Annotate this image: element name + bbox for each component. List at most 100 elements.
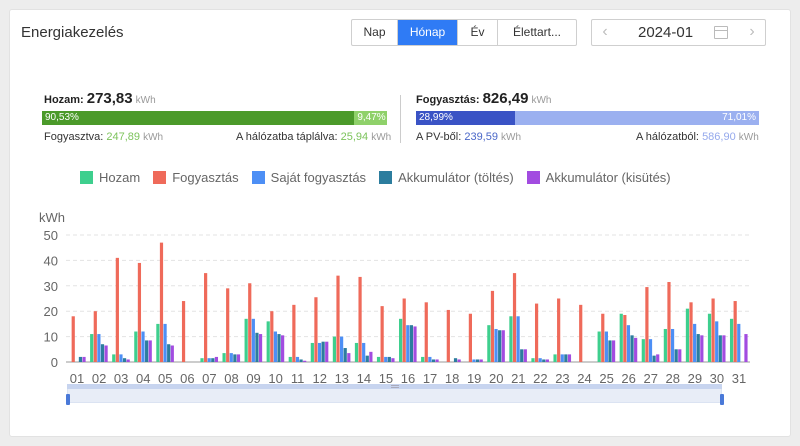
consumption-pv: A PV-ből: 239,59 kWh (416, 131, 521, 143)
tab-year[interactable]: Év (458, 20, 498, 45)
bar-saj-t-fogyaszt-s-27 (648, 339, 653, 362)
bar-saj-t-fogyaszt-s-14 (362, 342, 366, 362)
bar-saj-t-fogyaszt-s-03 (119, 354, 123, 362)
bar-saj-t-fogyaszt-s-13 (340, 336, 344, 362)
bar-hozam-16 (399, 318, 403, 362)
bar-fogyaszt-s-07 (204, 273, 208, 362)
grid-label: A hálózatból: (636, 131, 699, 143)
y-tick-label: 30 (44, 279, 58, 294)
feed-unit: kWh (371, 132, 392, 143)
x-tick-label: 08 (224, 371, 238, 386)
pv-label: A PV-ből: (416, 131, 462, 143)
bar-hozam-04 (134, 331, 138, 362)
bar-hozam-17 (421, 356, 425, 362)
x-tick-label: 24 (577, 371, 591, 386)
bar-fogyaszt-s-06 (181, 301, 186, 362)
bar-hozam-22 (531, 358, 535, 362)
zoom-handle-right[interactable] (720, 394, 724, 405)
legend-item-hozam[interactable]: Hozam (80, 170, 140, 185)
bar-saj-t-fogyaszt-s-23 (560, 354, 564, 362)
calendar-icon[interactable] (714, 26, 728, 39)
yield-bar: 90,53% 9,47% (42, 111, 387, 125)
legend-swatch (80, 171, 93, 184)
bar-akkumul-tor-kis-t-s--25 (611, 340, 616, 362)
consumption-value: 826,49 (482, 90, 529, 107)
bar-fogyaszt-s-29 (689, 302, 693, 362)
bar-saj-t-fogyaszt-s-28 (670, 328, 675, 362)
bar-hozam-07 (200, 358, 204, 362)
bar-saj-t-fogyaszt-s-30 (715, 321, 719, 362)
bar-hozam-08 (222, 353, 226, 362)
legend-item-kisutes[interactable]: Akkumulátor (kisütés) (526, 170, 671, 185)
x-tick-label: 05 (158, 371, 172, 386)
bar-akkumul-tor-kis-t-s--08 (236, 354, 241, 362)
zoom-slider-selection[interactable] (67, 384, 722, 389)
x-tick-label: 13 (335, 371, 349, 386)
bar-saj-t-fogyaszt-s-10 (273, 331, 278, 362)
bar-akkumul-tor-kis-t-s--22 (545, 359, 549, 362)
bar-akkumul-tor-t-lt-s--22 (542, 359, 546, 362)
bar-saj-t-fogyaszt-s-20 (494, 328, 498, 362)
bar-akkumul-tor-kis-t-s--12 (325, 341, 329, 362)
consumption-grid: A hálózatból: 586,90 kWh (636, 131, 759, 143)
consumed-label: Fogyasztva: (44, 131, 104, 143)
x-tick-label: 21 (511, 371, 525, 386)
bar-fogyaszt-s-01 (71, 316, 75, 362)
bar-saj-t-fogyaszt-s-22 (538, 358, 542, 362)
bar-saj-t-fogyaszt-s-26 (626, 325, 631, 362)
grid-unit: kWh (738, 132, 759, 143)
bar-akkumul-tor-t-lt-s--14 (365, 355, 369, 362)
consumption-bar: 28,99% 71,01% (416, 111, 759, 125)
bar-akkumul-tor-t-lt-s--19 (475, 359, 480, 362)
bar-akkumul-tor-kis-t-s--31 (744, 334, 748, 362)
bar-akkumul-tor-t-lt-s--05 (167, 344, 171, 362)
bar-akkumul-tor-t-lt-s--28 (674, 349, 678, 362)
bar-akkumul-tor-kis-t-s--20 (501, 330, 505, 362)
bar-saj-t-fogyaszt-s-15 (384, 356, 388, 362)
x-tick-label: 14 (357, 371, 371, 386)
legend-item-toltes[interactable]: Akkumulátor (töltés) (379, 170, 514, 185)
bar-akkumul-tor-kis-t-s--23 (567, 354, 572, 362)
bar-akkumul-tor-kis-t-s--01 (82, 356, 86, 362)
legend-label: Fogyasztás (172, 170, 239, 185)
bar-akkumul-tor-kis-t-s--09 (258, 334, 263, 362)
bar-fogyaszt-s-03 (115, 257, 119, 362)
bar-fogyaszt-s-20 (490, 290, 495, 362)
x-tick-label: 18 (445, 371, 459, 386)
yield-label: Hozam: (44, 94, 84, 106)
bar-akkumul-tor-kis-t-s--04 (148, 340, 152, 362)
bar-akkumul-tor-kis-t-s--16 (413, 326, 417, 362)
bar-fogyaszt-s-19 (468, 313, 472, 362)
bar-fogyaszt-s-09 (248, 283, 252, 362)
legend-item-sajat[interactable]: Saját fogyasztás (251, 170, 366, 185)
zoom-handle-left[interactable] (66, 394, 70, 405)
bar-akkumul-tor-t-lt-s--20 (498, 330, 502, 362)
pv-unit: kWh (501, 132, 522, 143)
zoom-grip-icon[interactable] (391, 385, 399, 388)
bar-akkumul-tor-t-lt-s--29 (696, 334, 700, 362)
bar-akkumul-tor-kis-t-s--13 (347, 353, 351, 362)
bar-akkumul-tor-kis-t-s--30 (722, 335, 726, 362)
date-picker[interactable]: ‹ 2024-01 › (591, 19, 766, 46)
chevron-right-icon[interactable]: › (749, 23, 755, 40)
chevron-left-icon[interactable]: ‹ (602, 23, 608, 40)
legend-item-fogyasztas[interactable]: Fogyasztás (153, 170, 239, 185)
x-tick-label: 31 (732, 371, 746, 386)
tab-month[interactable]: Hónap (398, 20, 458, 45)
bar-saj-t-fogyaszt-s-16 (406, 325, 410, 362)
y-tick-label: 0 (51, 355, 58, 370)
legend-swatch (526, 171, 540, 184)
yield-value: 273,83 (86, 90, 133, 107)
bar-fogyaszt-s-17 (424, 302, 428, 362)
bar-fogyaszt-s-25 (601, 313, 605, 362)
tab-day[interactable]: Nap (352, 20, 398, 45)
period-selector: Nap Hónap Év Élettart... (351, 19, 577, 46)
bar-saj-t-fogyaszt-s-04 (141, 331, 145, 362)
bar-saj-t-fogyaszt-s-09 (251, 318, 255, 362)
bar-fogyaszt-s-21 (512, 273, 517, 362)
tab-lifetime[interactable]: Élettart... (512, 25, 562, 39)
yield-summary: Hozam: 273,83 kWh (44, 90, 156, 107)
bar-hozam-11 (288, 356, 292, 362)
bar-akkumul-tor-t-lt-s--07 (211, 358, 215, 362)
